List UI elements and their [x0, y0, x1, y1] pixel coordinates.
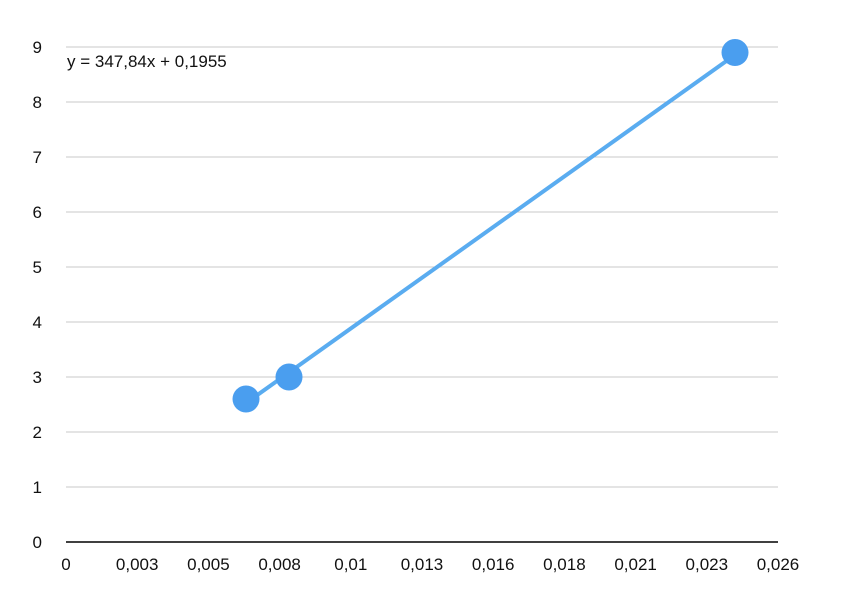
x-tick-label: 0,005 — [187, 555, 230, 574]
data-points — [232, 39, 749, 413]
x-tick-label: 0,021 — [614, 555, 657, 574]
data-point — [721, 39, 749, 66]
x-tick-label: 0,013 — [401, 555, 444, 574]
data-point — [232, 385, 260, 413]
trendline — [244, 52, 738, 406]
x-tick-labels: 0 0,003 0,005 0,008 0,01 0,013 0,016 0,018 0,021… — [61, 555, 799, 574]
x-tick-label: 0,008 — [258, 555, 301, 574]
x-tick-label: 0,023 — [686, 555, 729, 574]
data-point — [275, 363, 303, 391]
x-tick-label: 0,018 — [543, 555, 586, 574]
x-tick-label: 0,01 — [334, 555, 367, 574]
gridlines — [66, 46, 778, 488]
x-tick-label: 0 — [61, 555, 70, 574]
y-tick-label: 8 — [33, 93, 42, 112]
y-tick-label: 0 — [33, 533, 42, 552]
trendline-group — [244, 52, 738, 406]
y-tick-labels: 0 1 2 3 4 5 6 7 8 9 — [33, 38, 42, 552]
y-tick-label: 2 — [33, 423, 42, 442]
x-tick-label: 0,016 — [472, 555, 515, 574]
y-tick-label: 1 — [33, 478, 42, 497]
y-tick-label: 9 — [33, 38, 42, 57]
y-tick-label: 5 — [33, 258, 42, 277]
y-tick-label: 6 — [33, 203, 42, 222]
y-tick-label: 7 — [33, 148, 42, 167]
y-tick-label: 3 — [33, 368, 42, 387]
x-tick-label: 0,003 — [116, 555, 159, 574]
y-tick-label: 4 — [33, 313, 42, 332]
x-tick-label: 0,026 — [757, 555, 800, 574]
trendline-equation: y = 347,84x + 0,1955 — [67, 52, 227, 71]
